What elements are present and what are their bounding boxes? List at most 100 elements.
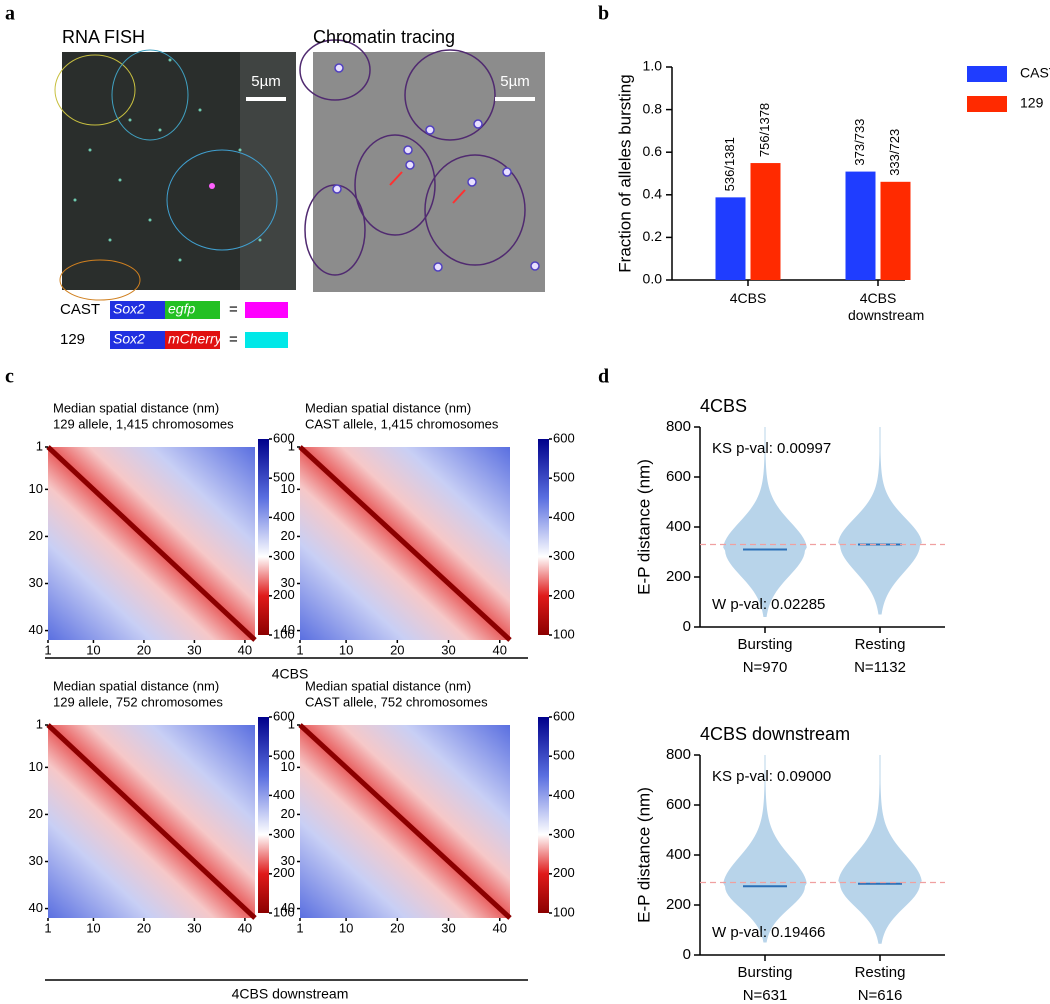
x-tick-label: 1 <box>44 642 51 657</box>
y-tick-label: 200 <box>666 896 691 913</box>
y-tick-label: 40 <box>29 622 43 637</box>
colorbar-tick-label: 100 <box>273 626 295 641</box>
y-tick-label: 20 <box>281 806 295 821</box>
colorbar-tick-label: 300 <box>273 826 295 841</box>
x-tick-label: 20 <box>137 642 151 657</box>
promoter-box <box>110 301 165 319</box>
heatmap-diagonal <box>298 723 512 920</box>
colorbar-tick-label: 600 <box>553 708 575 723</box>
y-tick-label: 30 <box>281 575 295 590</box>
violin <box>723 755 807 943</box>
reporter-label: egfp <box>168 301 195 317</box>
equals: = <box>229 301 238 318</box>
value-label: 756/1378 <box>757 103 772 157</box>
x-tick-label: 1 <box>44 920 51 935</box>
y-tick-label: 0.0 <box>643 271 663 287</box>
scale-bar-label: 5µm <box>500 73 529 90</box>
colorbar-tick-label: 600 <box>553 430 575 445</box>
promoter-box <box>110 331 165 349</box>
colorbar-tick-label: 100 <box>553 626 575 641</box>
heatmap-title: Median spatial distance (nm) <box>53 400 219 415</box>
y-tick-label: 1 <box>288 716 295 731</box>
colorbar-tick-label: 200 <box>273 865 295 880</box>
colorbar-tick-label: 600 <box>273 430 295 445</box>
y-tick-label: 0.4 <box>643 186 663 202</box>
colorbar-tick-label: 100 <box>273 904 295 919</box>
y-tick-label: 30 <box>29 853 43 868</box>
colorbar <box>258 439 269 635</box>
colorbar-tick-label: 300 <box>553 548 575 563</box>
value-label: 536/1381 <box>722 137 737 191</box>
y-tick-label: 0.6 <box>643 143 663 159</box>
heatmap-subtitle: CAST allele, 752 chromosomes <box>305 694 488 709</box>
y-tick-label: 600 <box>666 468 691 485</box>
image-title: RNA FISH <box>62 27 145 47</box>
x-tick-label: 30 <box>441 920 455 935</box>
panel-label: b <box>598 3 609 25</box>
fish-image <box>54 49 296 301</box>
x-tick-label-box: 4CBS downstream <box>848 290 925 323</box>
scale-bar-label: 5µm <box>251 73 280 90</box>
y-tick-label: 0.2 <box>643 228 663 244</box>
bar <box>750 163 781 280</box>
y-tick-label: 1.0 <box>643 58 663 74</box>
colorbar-tick-label: 400 <box>553 509 575 524</box>
colorbar-tick-label: 500 <box>273 748 295 763</box>
x-tick-label: 10 <box>86 920 100 935</box>
image-title: Chromatin tracing <box>313 27 455 47</box>
panel-label: d <box>598 366 609 388</box>
annotation: W p-val: 0.02285 <box>712 596 825 613</box>
y-tick-label: 1 <box>36 438 43 453</box>
promoter-label: Sox2 <box>113 301 145 317</box>
y-axis-label: E-P distance (nm) <box>634 787 653 923</box>
reporter-label: mCherry <box>168 331 223 347</box>
bar <box>715 197 746 280</box>
violin <box>838 427 922 615</box>
n-label: N=616 <box>858 987 903 1004</box>
colorbar-tick-label: 500 <box>553 748 575 763</box>
x-tick-label: 40 <box>238 920 252 935</box>
y-tick-label: 400 <box>666 518 691 535</box>
colorbar-tick-label: 400 <box>553 787 575 802</box>
x-tick-label: Bursting <box>737 636 792 653</box>
y-tick-label: 30 <box>29 575 43 590</box>
x-tick-label: 4CBS <box>729 290 767 306</box>
y-tick-label: 10 <box>281 759 295 774</box>
y-axis-label: E-P distance (nm) <box>634 459 653 595</box>
equals: = <box>229 331 238 348</box>
color-swatch <box>245 302 288 318</box>
colorbar-tick-label: 200 <box>553 587 575 602</box>
panel-label: c <box>5 366 14 388</box>
violin <box>838 755 922 944</box>
n-label: N=631 <box>743 987 788 1004</box>
colorbar-tick-label: 600 <box>273 708 295 723</box>
heatmap-diagonal <box>298 445 512 642</box>
x-tick-label: 40 <box>238 642 252 657</box>
x-tick-label: 10 <box>339 642 353 657</box>
colorbar-tick-label: 100 <box>553 904 575 919</box>
heatmap-diagonal <box>46 445 257 642</box>
y-tick-label: 20 <box>281 528 295 543</box>
reporter-box <box>165 301 220 319</box>
value-label: 333/723 <box>887 129 902 176</box>
violin-title: 4CBS <box>700 396 747 416</box>
y-tick-label: 200 <box>666 568 691 585</box>
y-tick-label: 400 <box>666 846 691 863</box>
x-tick-label: 10 <box>86 642 100 657</box>
x-tick-label-box: 4CBS <box>729 290 767 306</box>
n-label: N=970 <box>743 659 788 676</box>
heatmap-title: Median spatial distance (nm) <box>305 400 471 415</box>
y-tick-label: 40 <box>281 622 295 637</box>
reporter-box <box>165 331 220 349</box>
x-tick-label: 4CBS downstream <box>848 290 925 323</box>
colorbar-tick-label: 200 <box>553 865 575 880</box>
legend-swatch <box>967 66 1007 82</box>
promoter-label: Sox2 <box>113 331 145 347</box>
legend-swatch <box>967 96 1007 112</box>
x-tick-label: 1 <box>296 642 303 657</box>
colorbar-tick-label: 200 <box>273 587 295 602</box>
colorbar-tick-label: 400 <box>273 509 295 524</box>
value-label: 373/733 <box>852 119 867 166</box>
x-tick-label: 20 <box>390 920 404 935</box>
